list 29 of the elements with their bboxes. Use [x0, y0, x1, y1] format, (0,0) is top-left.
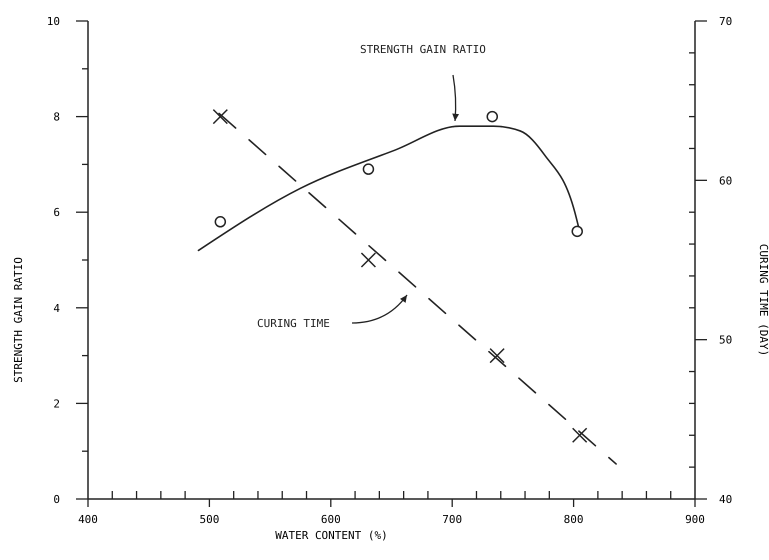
x-tick-label: 500	[199, 513, 220, 526]
y2-tick-label: 50	[719, 334, 732, 347]
x-tick-label: 900	[685, 513, 705, 526]
point	[214, 216, 226, 228]
y2-tick-label: 40	[719, 493, 732, 506]
point	[489, 348, 505, 364]
point	[360, 252, 376, 268]
x-tick-label: 700	[442, 513, 462, 526]
x-tick-label: 800	[564, 513, 584, 526]
point	[362, 163, 374, 175]
y-tick-label: 8	[53, 110, 60, 124]
point	[212, 108, 228, 124]
point	[486, 110, 498, 122]
y-tick-label: 0	[53, 493, 60, 506]
y2-axis-title: CURING TIME (DAY)	[757, 244, 769, 356]
y-axis-title: STRENGTH GAIN RATIO	[12, 257, 25, 383]
y-tick-label: 4	[53, 302, 60, 315]
point	[571, 226, 583, 238]
y2-tick-label: 70	[719, 15, 732, 28]
x-tick-label: 600	[320, 513, 341, 526]
x-axis-title: WATER CONTENT (%)	[275, 529, 388, 542]
annotation: CURING TIME	[257, 317, 330, 330]
annotation: STRENGTH GAIN RATIO	[360, 43, 486, 56]
y-tick-label: 10	[46, 15, 60, 28]
x-tick-label: 400	[78, 513, 98, 526]
y-tick-label: 6	[53, 206, 60, 220]
y-tick-label: 2	[53, 397, 60, 410]
y2-tick-label: 60	[719, 174, 732, 188]
point	[572, 428, 588, 444]
